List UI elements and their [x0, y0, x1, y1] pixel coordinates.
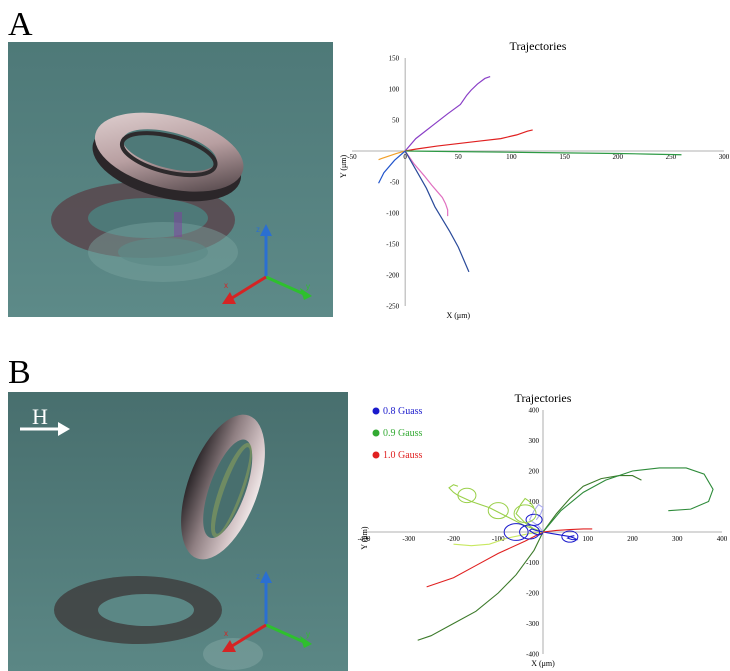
x-tick-label: 0: [403, 153, 407, 161]
y-tick-label: -100: [526, 559, 539, 567]
y-tick-label: -400: [526, 651, 539, 659]
y-tick-label: 200: [529, 468, 540, 476]
trajectory-line: [378, 150, 406, 161]
trajectory-line: [417, 531, 544, 641]
x-tick-label: -400: [358, 535, 371, 543]
y-tick-label: 150: [389, 55, 400, 63]
svg-text:z: z: [256, 572, 260, 581]
y-tick-label: 100: [389, 86, 400, 94]
x-tick-label: 300: [719, 153, 730, 161]
svg-text:y: y: [306, 630, 310, 639]
trajectory-line: [515, 497, 544, 533]
panel-b-label: B: [8, 354, 31, 391]
chart-title: Trajectories: [510, 39, 567, 53]
trajectory-line: [542, 475, 642, 533]
trajectory-line: [542, 467, 714, 533]
chart-title: Trajectories: [515, 391, 572, 405]
x-tick-label: 200: [612, 153, 623, 161]
axes-gizmo-a: z y x: [222, 224, 312, 304]
trajectory-line: [404, 150, 449, 217]
y-tick-label: 50: [392, 117, 400, 125]
trajectory-line: [453, 531, 544, 547]
x-tick-label: -50: [347, 153, 357, 161]
trajectory-line: [378, 150, 406, 184]
y-tick-label: 300: [529, 437, 540, 445]
y-tick-label: -300: [526, 620, 539, 628]
trajectory-loop: [513, 504, 537, 523]
legend-label: 0.8 Guass: [383, 406, 423, 417]
trajectory-line: [404, 150, 470, 273]
field-label: H: [32, 404, 48, 429]
axes-gizmo-b: z y x: [222, 571, 312, 652]
x-tick-label: 100: [506, 153, 517, 161]
panel-a-label: A: [8, 6, 33, 43]
torus-render-a: z y x: [8, 42, 333, 317]
y-tick-label: -200: [386, 272, 399, 280]
trajectory-line: [542, 528, 593, 533]
x-tick-label: 300: [672, 535, 683, 543]
trajectory-loop: [525, 513, 543, 526]
y-tick-label: 400: [529, 407, 540, 415]
trajectory-line: [448, 484, 544, 533]
trajectory-line: [426, 531, 544, 588]
trajectory-line: [405, 129, 533, 152]
x-tick-label: 200: [627, 535, 638, 543]
trajectory-line: [542, 531, 579, 541]
x-tick-label: 100: [583, 535, 594, 543]
x-tick-label: -200: [447, 535, 460, 543]
y-tick-label: -50: [390, 179, 400, 187]
legend-label: 1.0 Gauss: [383, 450, 423, 461]
field-arrow: H: [20, 404, 70, 436]
y-tick-label: -250: [386, 303, 399, 311]
trajectory-line: [405, 150, 682, 156]
x-tick-label: -300: [402, 535, 415, 543]
y-tick-label: -200: [526, 590, 539, 598]
trajectory-loop: [503, 523, 529, 541]
x-tick-label: -100: [492, 535, 505, 543]
x-axis-label: X (μm): [446, 311, 470, 320]
svg-text:y: y: [306, 282, 310, 291]
trajectory-loop: [487, 502, 509, 520]
legend-label: 0.9 Gauss: [383, 428, 423, 439]
trajectory-line: [404, 76, 491, 152]
legend-marker: [372, 407, 380, 415]
y-axis-label: Y (μm): [339, 155, 348, 179]
torus-render-b: H z y x: [8, 392, 348, 671]
trajectory-chart-b: Trajectories -400 -300 -200 -100 100 200 300 400…: [350, 386, 728, 671]
x-axis-label: X (μm): [531, 659, 555, 668]
x-tick-label: 50: [455, 153, 463, 161]
svg-text:x: x: [224, 281, 228, 290]
svg-text:z: z: [256, 225, 260, 234]
y-axis-label: Y (μm): [360, 526, 369, 550]
x-tick-label: 250: [666, 153, 677, 161]
legend-marker: [372, 451, 380, 459]
x-tick-label: 400: [717, 535, 728, 543]
y-tick-label: -150: [386, 241, 399, 249]
y-tick-label: -100: [386, 210, 399, 218]
svg-text:x: x: [224, 629, 228, 638]
trajectory-chart-a: Trajectories -50 0 50 100 150 200 250 300 150 100 5…: [336, 36, 730, 321]
trajectory-loop: [457, 487, 477, 504]
x-tick-label: 150: [559, 153, 570, 161]
trajectory-loop: [561, 530, 579, 543]
y-tick-label: 100: [529, 498, 540, 506]
legend-marker: [372, 429, 380, 437]
